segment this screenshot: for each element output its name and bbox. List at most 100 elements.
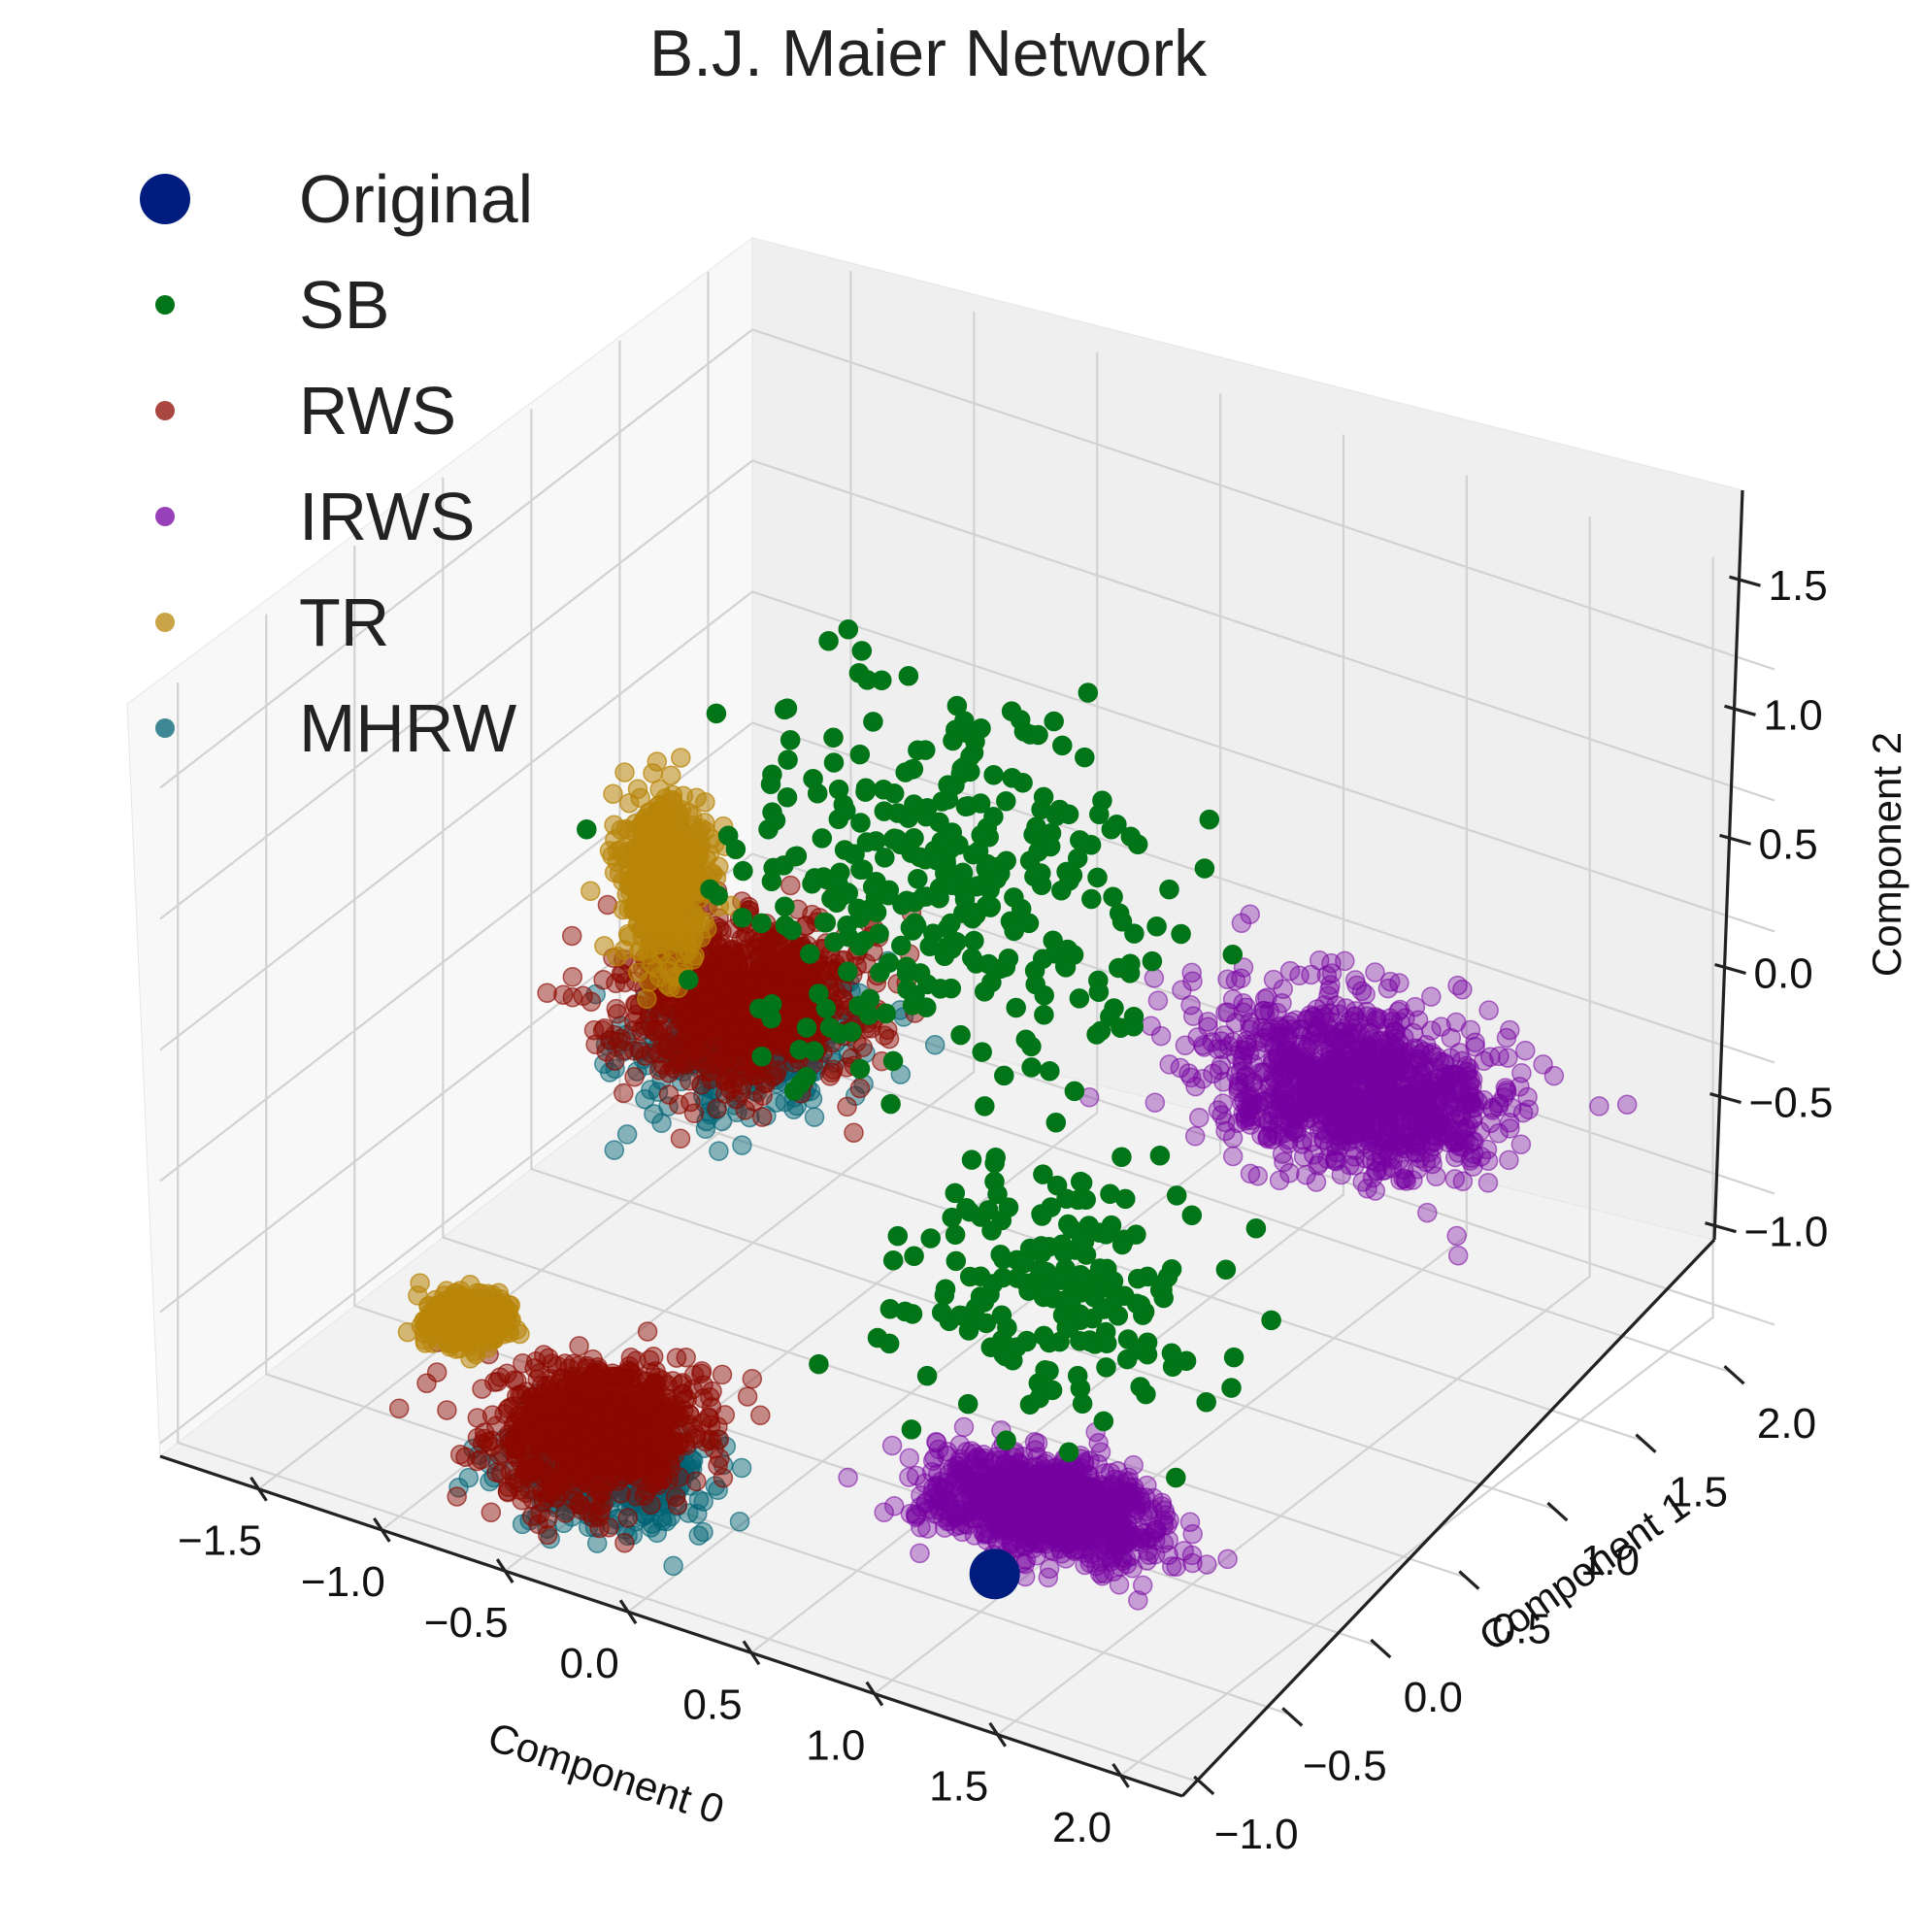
point-irws bbox=[1202, 1032, 1222, 1052]
point-rws bbox=[680, 1091, 701, 1113]
point-tr bbox=[425, 1289, 446, 1311]
point-rws bbox=[713, 1468, 734, 1488]
point-rws bbox=[674, 1389, 695, 1411]
z-tick-mark bbox=[1705, 1221, 1737, 1234]
point-irws bbox=[1263, 969, 1284, 990]
point-rws bbox=[624, 1066, 645, 1087]
point-irws bbox=[1301, 1025, 1321, 1046]
point-irws bbox=[1304, 1145, 1324, 1165]
point-rws bbox=[596, 1042, 616, 1062]
y-tick-mark bbox=[1193, 1775, 1215, 1796]
point-rws bbox=[742, 1368, 763, 1389]
x-tick-mark bbox=[618, 1599, 638, 1625]
point-mhrw bbox=[804, 1107, 825, 1127]
point-tr bbox=[611, 819, 631, 840]
x-gridline bbox=[504, 352, 1099, 1572]
point-rws bbox=[725, 1035, 746, 1055]
point-irws bbox=[1343, 1048, 1364, 1069]
point-irws bbox=[1465, 1037, 1485, 1057]
point-irws bbox=[1447, 975, 1468, 996]
point-tr bbox=[464, 1300, 484, 1320]
y-tick-mark bbox=[1635, 1433, 1657, 1453]
z-gridline bbox=[159, 590, 1775, 1051]
point-irws bbox=[1426, 1047, 1446, 1067]
point-rws bbox=[637, 1386, 658, 1407]
point-irws bbox=[1499, 1149, 1519, 1171]
z-axis-line bbox=[1712, 489, 1744, 1241]
point-mhrw bbox=[693, 1491, 713, 1512]
x-tick-label: 2.0 bbox=[1052, 1804, 1111, 1851]
point-rws bbox=[776, 949, 797, 971]
point-rws bbox=[523, 1402, 544, 1422]
z-tick-label: 0.0 bbox=[1754, 949, 1813, 997]
point-tr bbox=[655, 788, 676, 809]
point-rws bbox=[712, 1364, 733, 1385]
point-rws bbox=[753, 977, 775, 997]
point-irws bbox=[1144, 1092, 1166, 1113]
point-tr bbox=[679, 802, 699, 823]
point-mhrw bbox=[731, 1457, 752, 1479]
x-tick-label: 1.5 bbox=[929, 1763, 988, 1811]
point-mhrw bbox=[644, 1104, 664, 1124]
point-irws bbox=[1448, 1143, 1469, 1163]
point-irws bbox=[1320, 1054, 1342, 1075]
z-gridline bbox=[159, 328, 1775, 789]
point-rws bbox=[481, 1436, 502, 1457]
point-rws bbox=[505, 1412, 525, 1433]
y-tick-mark bbox=[1281, 1707, 1304, 1727]
point-rws bbox=[388, 1398, 410, 1418]
point-rws bbox=[575, 1382, 595, 1403]
point-tr bbox=[603, 783, 623, 804]
point-rws bbox=[617, 1508, 638, 1528]
x-tick-mark bbox=[495, 1558, 514, 1583]
point-irws bbox=[1332, 1124, 1352, 1145]
point-tr bbox=[643, 763, 663, 783]
point-irws bbox=[1214, 1112, 1236, 1133]
point-irws bbox=[1510, 1134, 1532, 1154]
point-rws bbox=[612, 1367, 632, 1387]
x-gridline bbox=[627, 393, 1222, 1614]
point-mhrw bbox=[663, 1555, 683, 1577]
point-tr bbox=[660, 765, 681, 786]
point-irws bbox=[1182, 971, 1203, 991]
point-rws bbox=[710, 1448, 730, 1469]
point-rws bbox=[696, 1014, 716, 1034]
y-tick-mark bbox=[1723, 1365, 1745, 1385]
point-rws bbox=[641, 1494, 661, 1516]
point-rws bbox=[573, 1460, 593, 1481]
point-irws bbox=[1144, 968, 1165, 988]
z-tick-mark bbox=[1719, 833, 1751, 846]
point-rws bbox=[447, 1486, 467, 1507]
point-irws bbox=[1271, 1036, 1291, 1057]
point-rws bbox=[750, 1405, 771, 1426]
point-rws bbox=[569, 1355, 589, 1376]
point-tr bbox=[581, 881, 601, 901]
point-irws bbox=[1408, 1010, 1429, 1030]
point-irws bbox=[1496, 1027, 1517, 1049]
point-irws bbox=[1232, 1054, 1253, 1076]
point-irws bbox=[1344, 970, 1366, 990]
point-tr bbox=[658, 961, 680, 982]
point-rws bbox=[691, 1363, 712, 1383]
point-mhrw bbox=[605, 1058, 625, 1080]
point-irws bbox=[1436, 1116, 1457, 1137]
point-tr bbox=[684, 946, 705, 966]
point-rws bbox=[525, 1458, 547, 1480]
point-irws bbox=[1212, 1093, 1234, 1114]
point-irws bbox=[1159, 1054, 1179, 1075]
z-gridline bbox=[159, 852, 1775, 1314]
y-tick-mark bbox=[1458, 1570, 1480, 1590]
point-irws bbox=[1141, 1016, 1161, 1036]
point-irws bbox=[1356, 1120, 1377, 1142]
point-irws bbox=[1175, 1035, 1196, 1056]
point-irws bbox=[1295, 1069, 1316, 1089]
x-tick-mark bbox=[988, 1721, 1008, 1748]
x-tick-label: 0.5 bbox=[682, 1681, 742, 1728]
x-tick-label: −1.5 bbox=[178, 1517, 262, 1565]
point-rws bbox=[682, 1035, 704, 1055]
point-rws bbox=[437, 1400, 457, 1420]
point-rws bbox=[637, 1321, 658, 1342]
point-irws bbox=[1184, 1126, 1206, 1147]
point-mhrw bbox=[687, 1504, 708, 1524]
